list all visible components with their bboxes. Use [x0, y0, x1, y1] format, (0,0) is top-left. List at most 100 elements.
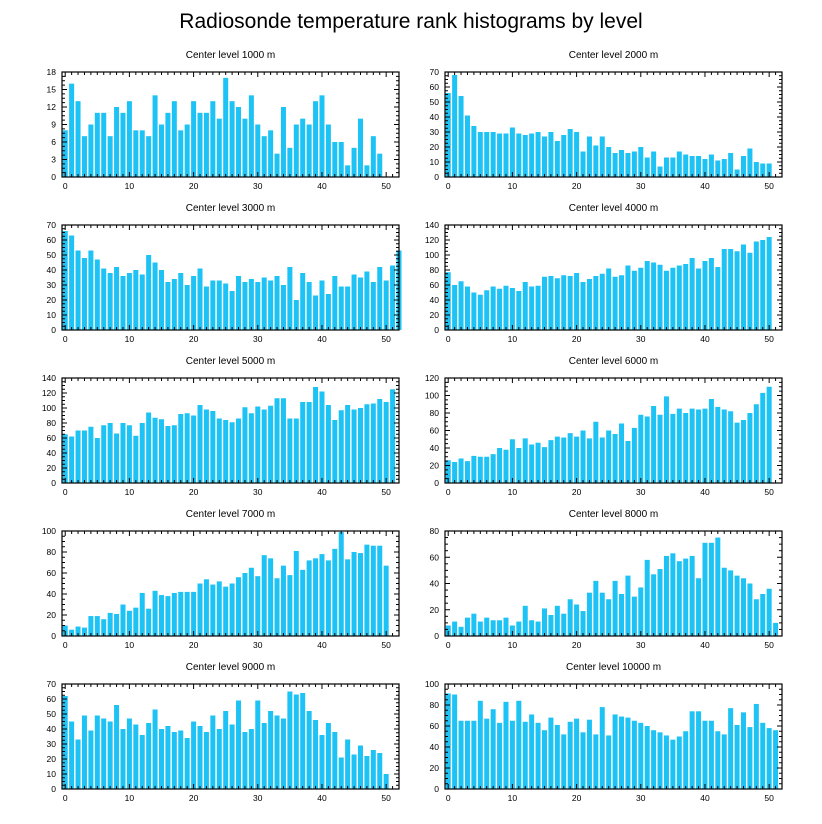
y-tick-label: 80	[430, 265, 440, 275]
bar	[152, 417, 158, 483]
bar	[255, 576, 261, 636]
x-tick-label: 50	[764, 334, 774, 344]
bar	[107, 423, 113, 483]
bar	[351, 754, 357, 789]
bar	[383, 280, 389, 330]
bar	[599, 136, 605, 177]
bar	[580, 732, 586, 789]
chart-title: Center level 3000 m	[186, 203, 276, 214]
y-tick-label: 40	[47, 724, 57, 734]
bar	[586, 719, 592, 789]
bar	[364, 544, 370, 636]
y-tick-label: 30	[47, 739, 57, 749]
bar	[107, 273, 113, 330]
bar	[139, 274, 145, 330]
bar	[75, 101, 81, 177]
bar	[612, 434, 618, 483]
x-tick-label: 50	[381, 334, 391, 344]
bar	[248, 279, 254, 330]
bar	[683, 264, 689, 330]
y-tick-label: 40	[430, 295, 440, 305]
bar	[509, 127, 515, 177]
y-tick-label: 20	[47, 463, 57, 473]
x-tick-label: 10	[508, 334, 518, 344]
y-tick-label: 100	[425, 391, 439, 401]
x-tick-label: 50	[381, 181, 391, 191]
y-tick-label: 3	[51, 155, 56, 165]
bar	[753, 599, 759, 636]
bar	[663, 735, 669, 789]
bar	[464, 617, 470, 637]
bar	[146, 723, 152, 789]
bar	[644, 726, 650, 789]
bar	[445, 93, 451, 177]
bar	[477, 456, 483, 483]
bar	[223, 586, 229, 636]
bar	[313, 387, 319, 483]
y-tick-label: 80	[430, 526, 440, 536]
bar	[471, 720, 477, 789]
bar	[94, 438, 100, 483]
x-tick-label: 30	[253, 640, 263, 650]
bar	[268, 405, 274, 483]
bar	[535, 442, 541, 483]
x-tick-label: 50	[764, 640, 774, 650]
bar	[760, 240, 766, 330]
bar	[268, 130, 274, 177]
bar	[657, 732, 663, 789]
y-tick-label: 70	[47, 679, 57, 689]
y-tick-label: 30	[47, 280, 57, 290]
bar	[165, 112, 171, 177]
bar	[516, 700, 522, 789]
bar	[619, 594, 625, 636]
bar	[364, 404, 370, 483]
y-tick-label: 140	[42, 373, 56, 383]
chart-title: Center level 7000 m	[186, 509, 276, 520]
bar	[274, 578, 280, 636]
bar	[126, 101, 132, 177]
bar	[522, 721, 528, 789]
bar	[101, 112, 107, 177]
bar	[567, 721, 573, 789]
x-tick-label: 30	[253, 181, 263, 191]
bar	[171, 101, 177, 177]
bar	[300, 693, 306, 789]
bar	[651, 151, 657, 177]
bar	[715, 267, 721, 330]
bar	[242, 282, 248, 330]
bar	[81, 627, 87, 636]
bar	[223, 77, 229, 177]
chart-title: Center level 6000 m	[569, 356, 659, 367]
chart-panel: Center level 4000 m 0 10 20 30 40 50 0 20 40 60 80 1…	[425, 203, 783, 344]
bar	[197, 268, 203, 330]
x-tick-label: 0	[63, 334, 68, 344]
bar	[319, 391, 325, 483]
bar	[509, 720, 515, 789]
bar	[120, 604, 126, 636]
y-tick-label: 60	[47, 694, 57, 704]
bar	[599, 273, 605, 330]
bar	[670, 267, 676, 330]
bar	[657, 569, 663, 636]
bar	[107, 612, 113, 636]
bar	[300, 118, 306, 177]
bar	[184, 591, 190, 636]
bar	[293, 550, 299, 636]
bar	[503, 617, 509, 637]
bar	[158, 270, 164, 330]
bar	[689, 408, 695, 484]
bar	[734, 169, 740, 177]
bar	[287, 147, 293, 177]
y-tick-label: 30	[430, 127, 440, 137]
bar	[88, 124, 94, 177]
bar	[280, 718, 286, 789]
bar	[586, 592, 592, 636]
bar	[490, 709, 496, 789]
x-tick-label: 40	[700, 640, 710, 650]
bar	[171, 279, 177, 330]
x-tick-label: 40	[700, 181, 710, 191]
y-tick-label: 100	[42, 403, 56, 413]
bar	[325, 405, 331, 483]
bar	[612, 580, 618, 637]
x-tick-label: 10	[125, 334, 135, 344]
